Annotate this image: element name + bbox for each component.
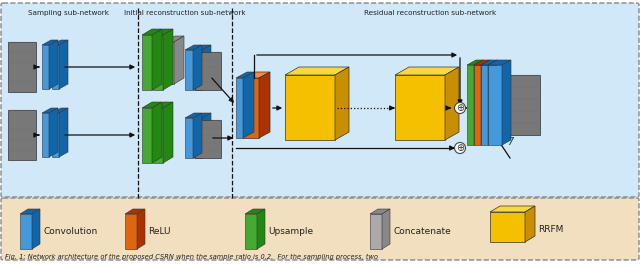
Polygon shape xyxy=(153,29,173,35)
Text: ⊕: ⊕ xyxy=(456,103,464,113)
Polygon shape xyxy=(194,45,211,50)
Polygon shape xyxy=(194,113,211,118)
Polygon shape xyxy=(370,209,390,214)
Polygon shape xyxy=(243,78,259,138)
Polygon shape xyxy=(490,212,525,242)
Polygon shape xyxy=(163,29,173,90)
Polygon shape xyxy=(194,118,202,158)
Polygon shape xyxy=(525,206,535,242)
Polygon shape xyxy=(153,35,163,90)
Polygon shape xyxy=(52,40,68,45)
Polygon shape xyxy=(153,102,173,108)
Polygon shape xyxy=(125,209,145,214)
Polygon shape xyxy=(20,214,32,249)
Polygon shape xyxy=(194,50,202,90)
Polygon shape xyxy=(32,209,40,249)
Polygon shape xyxy=(481,65,488,145)
Circle shape xyxy=(454,103,465,113)
Polygon shape xyxy=(236,78,243,138)
Text: Fig. 1: Network architecture of the proposed CSRN when the sample ratio is 0.2. : Fig. 1: Network architecture of the prop… xyxy=(5,254,378,260)
Polygon shape xyxy=(165,42,174,84)
Polygon shape xyxy=(382,209,390,249)
Polygon shape xyxy=(467,60,483,65)
Polygon shape xyxy=(236,72,254,78)
Polygon shape xyxy=(193,45,202,90)
Polygon shape xyxy=(245,209,265,214)
Polygon shape xyxy=(152,102,162,163)
Polygon shape xyxy=(474,60,483,145)
Text: RRFM: RRFM xyxy=(538,226,563,235)
Polygon shape xyxy=(445,67,459,140)
Polygon shape xyxy=(474,65,481,145)
Polygon shape xyxy=(285,67,349,75)
Polygon shape xyxy=(185,50,193,90)
Polygon shape xyxy=(52,108,68,113)
Text: Convolution: Convolution xyxy=(43,227,97,236)
Polygon shape xyxy=(165,36,184,42)
Text: Concatenate: Concatenate xyxy=(393,227,451,236)
Polygon shape xyxy=(245,214,257,249)
Text: Sampling sub-network: Sampling sub-network xyxy=(29,10,109,16)
Polygon shape xyxy=(174,36,184,84)
Polygon shape xyxy=(193,113,202,158)
Polygon shape xyxy=(488,60,497,145)
Polygon shape xyxy=(20,209,40,214)
Polygon shape xyxy=(142,108,152,163)
Polygon shape xyxy=(142,35,152,90)
Polygon shape xyxy=(8,42,36,92)
Polygon shape xyxy=(481,60,497,65)
Polygon shape xyxy=(52,113,59,157)
Polygon shape xyxy=(259,72,270,138)
Polygon shape xyxy=(481,60,490,145)
Polygon shape xyxy=(59,40,68,89)
Polygon shape xyxy=(488,65,502,145)
Polygon shape xyxy=(59,108,68,157)
Polygon shape xyxy=(243,72,254,138)
Polygon shape xyxy=(52,45,59,89)
Polygon shape xyxy=(185,113,202,118)
Polygon shape xyxy=(42,45,49,89)
Polygon shape xyxy=(395,67,459,75)
Polygon shape xyxy=(195,52,221,90)
Text: ReLU: ReLU xyxy=(148,227,170,236)
Polygon shape xyxy=(395,75,445,140)
Text: ⊕: ⊕ xyxy=(456,143,464,153)
Text: Initial reconstruction sub-network: Initial reconstruction sub-network xyxy=(124,10,246,16)
Polygon shape xyxy=(370,214,382,249)
Polygon shape xyxy=(8,110,36,160)
Polygon shape xyxy=(142,102,162,108)
Polygon shape xyxy=(42,40,58,45)
Polygon shape xyxy=(153,108,163,163)
Polygon shape xyxy=(488,60,511,65)
Polygon shape xyxy=(202,113,211,158)
Polygon shape xyxy=(137,209,145,249)
Polygon shape xyxy=(185,118,193,158)
Polygon shape xyxy=(335,67,349,140)
Text: 7: 7 xyxy=(507,137,513,147)
Polygon shape xyxy=(49,40,58,89)
Polygon shape xyxy=(49,108,58,157)
Polygon shape xyxy=(202,45,211,90)
Polygon shape xyxy=(474,60,490,65)
Polygon shape xyxy=(502,60,511,145)
Polygon shape xyxy=(185,45,202,50)
Circle shape xyxy=(454,143,465,153)
Text: Residual reconstruction sub-network: Residual reconstruction sub-network xyxy=(364,10,496,16)
Polygon shape xyxy=(42,108,58,113)
Polygon shape xyxy=(125,214,137,249)
Polygon shape xyxy=(195,120,221,158)
Polygon shape xyxy=(257,209,265,249)
Polygon shape xyxy=(42,113,49,157)
Polygon shape xyxy=(163,102,173,163)
Polygon shape xyxy=(142,29,162,35)
Polygon shape xyxy=(467,65,474,145)
FancyBboxPatch shape xyxy=(1,3,639,197)
Polygon shape xyxy=(243,72,270,78)
Text: Upsample: Upsample xyxy=(268,227,313,236)
Polygon shape xyxy=(152,29,162,90)
FancyBboxPatch shape xyxy=(1,198,639,260)
Polygon shape xyxy=(285,75,335,140)
Polygon shape xyxy=(505,75,540,135)
Polygon shape xyxy=(490,206,535,212)
